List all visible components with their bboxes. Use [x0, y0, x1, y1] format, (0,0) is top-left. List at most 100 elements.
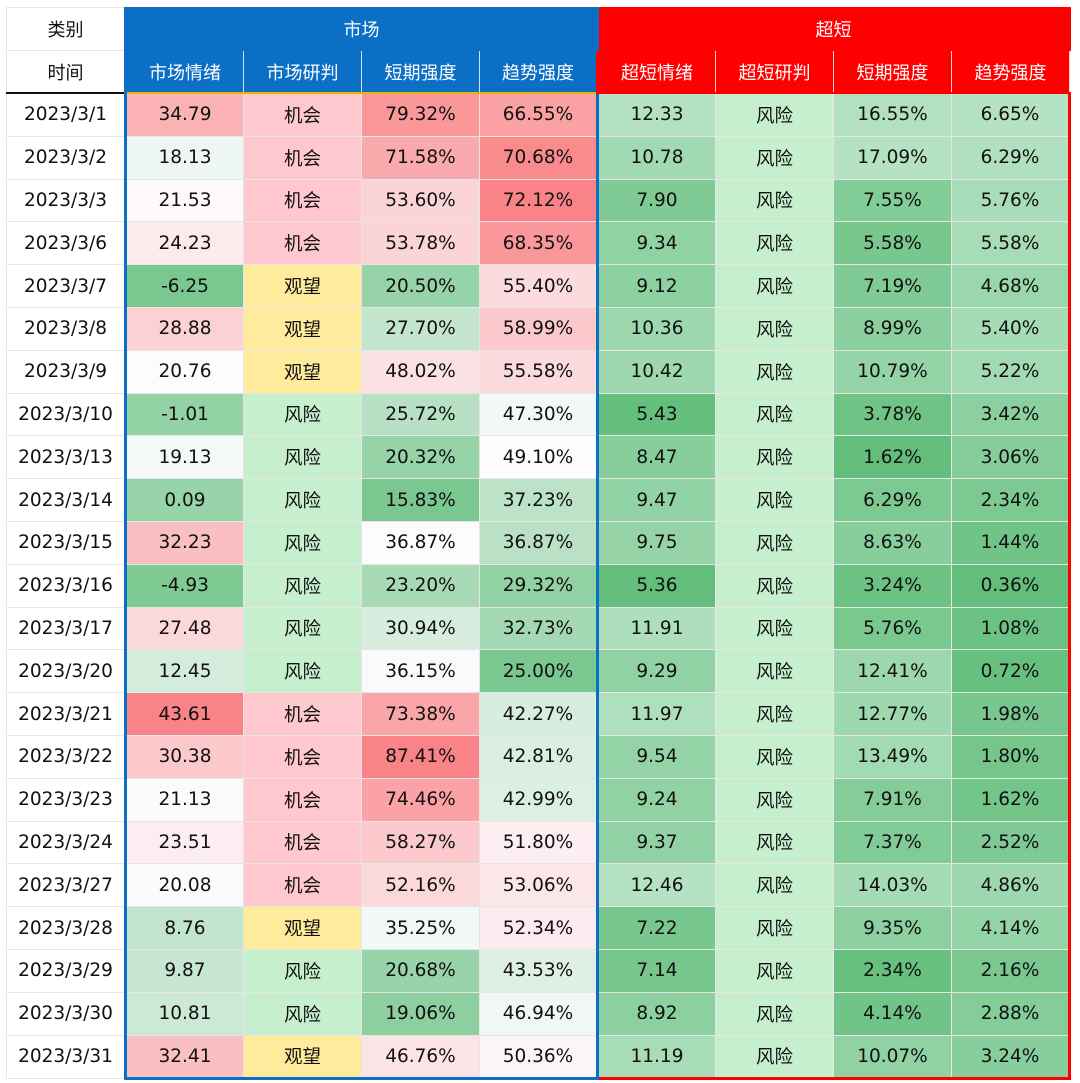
date-cell: 2023/3/1 [6, 92, 126, 137]
ultra-trend-strength-cell: 4.14% [951, 906, 1071, 950]
ultra-short-strength-cell: 3.24% [833, 563, 952, 608]
ultra-trend-strength-cell: 4.68% [951, 264, 1071, 308]
market-trend-strength-cell: 49.10% [479, 435, 599, 480]
market-trend-strength-cell: 53.06% [479, 863, 599, 908]
ultra-sentiment-cell: 9.47 [596, 478, 716, 522]
market-short-strength-cell: 36.87% [361, 520, 480, 565]
ultra-judgement-cell: 风险 [715, 948, 834, 993]
table-row: 2023/3/31 32.41 观望 46.76% 50.36% 11.19 风险 10.07… [6, 1034, 1071, 1081]
market-judgement-cell: 机会 [243, 777, 362, 822]
market-sentiment-cell: 18.13 [124, 135, 244, 180]
ultra-short-strength-cell: 8.99% [833, 306, 952, 351]
ultra-sentiment-cell: 9.24 [596, 777, 716, 822]
header-row-groups: 类别 市场 超短 [6, 7, 1071, 51]
market-judgement-cell: 风险 [243, 948, 362, 993]
market-sentiment-cell: 21.13 [124, 777, 244, 822]
date-cell: 2023/3/21 [6, 692, 126, 736]
ultra-sentiment-cell: 9.75 [596, 520, 716, 565]
ultra-sentiment-cell: 8.47 [596, 435, 716, 480]
ultra-short-strength-cell: 16.55% [833, 92, 952, 137]
market-short-strength-cell: 71.58% [361, 135, 480, 180]
market-sentiment-cell: 9.87 [124, 948, 244, 993]
market-sentiment-cell: 12.45 [124, 649, 244, 694]
market-sentiment-cell: 34.79 [124, 92, 244, 137]
market-judgement-cell: 风险 [243, 478, 362, 522]
date-cell: 2023/3/6 [6, 221, 126, 266]
market-trend-strength-cell: 29.32% [479, 563, 599, 608]
market-short-strength-cell: 53.60% [361, 178, 480, 223]
market-short-strength-cell: 20.68% [361, 948, 480, 993]
date-cell: 2023/3/20 [6, 649, 126, 694]
ultra-trend-strength-cell: 4.86% [951, 863, 1071, 908]
ultra-judgement-cell: 风险 [715, 92, 834, 137]
ultra-judgement-cell: 风险 [715, 478, 834, 522]
ultra-short-strength-cell: 12.77% [833, 692, 952, 736]
ultra-short-strength-cell: 13.49% [833, 734, 952, 779]
market-trend-strength-cell: 55.58% [479, 349, 599, 394]
ultra-sentiment-cell: 9.54 [596, 734, 716, 779]
market-trend-strength-cell: 52.34% [479, 906, 599, 950]
market-judgement-cell: 风险 [243, 435, 362, 480]
market-sentiment-cell: 30.38 [124, 734, 244, 779]
ultra-judgement-cell: 风险 [715, 649, 834, 694]
ultra-sentiment-cell: 7.90 [596, 178, 716, 223]
market-short-strength-cell: 27.70% [361, 306, 480, 351]
market-trend-strength-cell: 32.73% [479, 606, 599, 651]
market-judgement-cell: 风险 [243, 392, 362, 437]
group-header-ultra: 超短 [596, 7, 1071, 51]
market-short-strength-cell: 20.32% [361, 435, 480, 480]
col-header-ultra-trend-strength: 趋势强度 [951, 50, 1070, 94]
ultra-trend-strength-cell: 5.40% [951, 306, 1071, 351]
date-cell: 2023/3/13 [6, 435, 126, 480]
ultra-sentiment-cell: 7.22 [596, 906, 716, 950]
table-row: 2023/3/21 43.61 机会 73.38% 42.27% 11.97 风险 12.77… [6, 692, 1071, 736]
market-trend-strength-cell: 51.80% [479, 820, 599, 865]
market-trend-strength-cell: 68.35% [479, 221, 599, 266]
market-sentiment-cell: -4.93 [124, 563, 244, 608]
ultra-judgement-cell: 风险 [715, 221, 834, 266]
table-row: 2023/3/10 -1.01 风险 25.72% 47.30% 5.43 风险 3.78% 3… [6, 392, 1071, 437]
col-header-ultra-judgement: 超短研判 [715, 50, 834, 94]
market-trend-strength-cell: 46.94% [479, 991, 599, 1036]
col-header-market-judgement: 市场研判 [243, 50, 362, 94]
market-sentiment-cell: 27.48 [124, 606, 244, 651]
market-trend-strength-cell: 42.27% [479, 692, 599, 736]
date-cell: 2023/3/9 [6, 349, 126, 394]
ultra-judgement-cell: 风险 [715, 349, 834, 394]
market-short-strength-cell: 46.76% [361, 1034, 480, 1081]
market-judgement-cell: 机会 [243, 734, 362, 779]
market-trend-strength-cell: 42.81% [479, 734, 599, 779]
ultra-sentiment-cell: 5.36 [596, 563, 716, 608]
ultra-sentiment-cell: 9.34 [596, 221, 716, 266]
table-row: 2023/3/8 28.88 观望 27.70% 58.99% 10.36 风险 8.99% 5… [6, 306, 1071, 351]
ultra-judgement-cell: 风险 [715, 178, 834, 223]
ultra-judgement-cell: 风险 [715, 991, 834, 1036]
table-row: 2023/3/28 8.76 观望 35.25% 52.34% 7.22 风险 9.35% 4.… [6, 906, 1071, 950]
ultra-trend-strength-cell: 6.29% [951, 135, 1071, 180]
market-trend-strength-cell: 25.00% [479, 649, 599, 694]
category-label: 类别 [6, 7, 126, 51]
ultra-trend-strength-cell: 5.58% [951, 221, 1071, 266]
ultra-sentiment-cell: 11.91 [596, 606, 716, 651]
market-sentiment-cell: 10.81 [124, 991, 244, 1036]
table-body: 2023/3/1 34.79 机会 79.32% 66.55% 12.33 风险 16.55%… [6, 92, 1071, 1081]
ultra-short-strength-cell: 7.91% [833, 777, 952, 822]
market-sentiment-cell: 43.61 [124, 692, 244, 736]
market-short-strength-cell: 58.27% [361, 820, 480, 865]
ultra-sentiment-cell: 7.14 [596, 948, 716, 993]
ultra-trend-strength-cell: 2.52% [951, 820, 1071, 865]
ultra-trend-strength-cell: 5.76% [951, 178, 1071, 223]
market-judgement-cell: 观望 [243, 264, 362, 308]
market-trend-strength-cell: 72.12% [479, 178, 599, 223]
ultra-judgement-cell: 风险 [715, 777, 834, 822]
table-row: 2023/3/14 0.09 风险 15.83% 37.23% 9.47 风险 6.29% 2.… [6, 478, 1071, 522]
header-row-columns: 时间 市场情绪 市场研判 短期强度 趋势强度 超短情绪 超短研判 短期强度 趋势… [6, 50, 1070, 94]
date-cell: 2023/3/28 [6, 906, 126, 950]
group-header-market: 市场 [124, 7, 599, 51]
date-cell: 2023/3/31 [6, 1034, 126, 1080]
col-header-market-sentiment: 市场情绪 [124, 50, 244, 94]
ultra-trend-strength-cell: 3.24% [951, 1034, 1071, 1081]
ultra-short-strength-cell: 7.19% [833, 264, 952, 308]
market-sentiment-cell: 32.23 [124, 520, 244, 565]
market-sentiment-cell: 21.53 [124, 178, 244, 223]
